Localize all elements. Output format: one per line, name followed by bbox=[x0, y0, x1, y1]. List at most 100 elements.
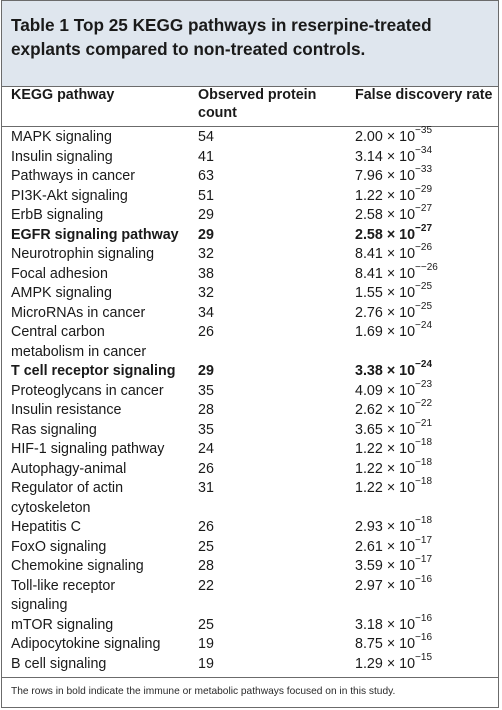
fdr-mantissa: 2.58 bbox=[355, 207, 383, 223]
fdr-exponent: −23 bbox=[415, 378, 433, 390]
fdr-exponent: −18 bbox=[415, 476, 433, 488]
fdr-mantissa: 1.22 bbox=[355, 460, 383, 477]
table-row: Hepatitis C 26 2.93 × 10−18 bbox=[2, 515, 498, 538]
table-row: Proteoglycans in cancer 35 4.09 × 10−23 bbox=[2, 378, 498, 402]
fdr-mantissa: 2.00 bbox=[355, 129, 383, 145]
count-cell: 35 bbox=[198, 382, 214, 399]
table-row: Central carbon metabolism in cancer 26 1.6… bbox=[2, 321, 498, 362]
fdr-cell: 1.29 × 10−15 bbox=[355, 651, 433, 675]
fdr-cell: 8.41 × 10−−26 bbox=[355, 262, 438, 285]
count-cell: 63 bbox=[198, 168, 214, 184]
count-cell: 25 bbox=[198, 616, 214, 633]
fdr-exponent: −25 bbox=[415, 281, 433, 293]
pathway-cell: Proteoglycans in cancer bbox=[11, 382, 164, 399]
pathway-cell: Hepatitis C bbox=[11, 519, 81, 535]
fdr-cell: 2.61 × 10−17 bbox=[355, 535, 432, 558]
fdr-cell: 2.97 × 10−16 bbox=[355, 573, 433, 597]
fdr-cell: 2.58 × 10−27 bbox=[355, 203, 433, 226]
pathway-cell: B cell signaling bbox=[11, 655, 107, 672]
fdr-exponent: −16 bbox=[415, 632, 433, 644]
fdr-base: × 10 bbox=[386, 480, 416, 496]
column-header-pathway: KEGG pathway bbox=[11, 87, 115, 103]
fdr-mantissa: 8.41 bbox=[355, 246, 383, 262]
fdr-exponent: −24 bbox=[415, 359, 433, 371]
fdr-base: × 10 bbox=[386, 636, 416, 652]
pathway-cell: mTOR signaling bbox=[11, 616, 114, 633]
fdr-cell: 3.65 × 10−21 bbox=[355, 417, 433, 441]
fdr-mantissa: 2.97 bbox=[355, 577, 383, 594]
fdr-exponent: −29 bbox=[415, 183, 433, 195]
count-cell: 32 bbox=[198, 246, 214, 262]
fdr-exponent: −18 bbox=[415, 456, 433, 468]
fdr-base: × 10 bbox=[386, 616, 416, 633]
table-row: EGFR signaling pathway 29 2.58 × 10−27 bbox=[2, 223, 498, 246]
fdr-mantissa: 2.93 bbox=[355, 519, 383, 535]
pathway-cell: PI3K-Akt signaling bbox=[11, 187, 128, 204]
fdr-base: × 10 bbox=[386, 655, 416, 672]
table-row: MAPK signaling 54 2.00 × 10−35 bbox=[2, 125, 498, 148]
fdr-mantissa: 8.41 bbox=[355, 265, 383, 282]
table-row: FoxO signaling 25 2.61 × 10−17 bbox=[2, 535, 498, 558]
pathway-cell: T cell receptor signaling bbox=[11, 363, 176, 379]
pathway-cell: Insulin signaling bbox=[11, 148, 113, 165]
table-row: Autophagy-animal 26 1.22 × 10−18 bbox=[2, 456, 498, 480]
fdr-mantissa: 3.38 bbox=[355, 363, 383, 379]
fdr-mantissa: 1.22 bbox=[355, 441, 383, 457]
count-cell: 25 bbox=[198, 538, 214, 555]
pathway-cell: Ras signaling bbox=[11, 421, 97, 438]
fdr-cell: 8.75 × 10−16 bbox=[355, 632, 433, 655]
fdr-exponent: −18 bbox=[415, 515, 433, 527]
fdr-exponent: −26 bbox=[415, 242, 433, 254]
fdr-cell: 3.14 × 10−34 bbox=[355, 145, 432, 168]
fdr-exponent: −27 bbox=[415, 203, 433, 215]
table-row: Regulator of actin cytoskeleton 31 1.22 × … bbox=[2, 476, 498, 518]
fdr-base: × 10 bbox=[386, 519, 416, 535]
count-cell: 38 bbox=[198, 265, 214, 282]
column-header-fdr: False discovery rate bbox=[355, 87, 493, 103]
fdr-exponent: −35 bbox=[415, 125, 433, 137]
fdr-mantissa: 2.58 bbox=[355, 226, 383, 243]
fdr-base: × 10 bbox=[386, 129, 416, 145]
fdr-mantissa: 1.29 bbox=[355, 655, 383, 672]
fdr-base: × 10 bbox=[386, 304, 416, 321]
count-cell: 28 bbox=[198, 558, 214, 574]
pathway-cell: Insulin resistance bbox=[11, 402, 122, 418]
pathway-cell: Central carbon metabolism in cancer bbox=[11, 324, 147, 360]
pathway-cell: Toll-like receptor signaling bbox=[11, 577, 116, 614]
fdr-cell: 8.41 × 10−26 bbox=[355, 242, 433, 265]
fdr-exponent: −16 bbox=[415, 573, 433, 585]
fdr-exponent: −21 bbox=[415, 417, 433, 429]
fdr-mantissa: 2.61 bbox=[355, 538, 383, 555]
fdr-base: × 10 bbox=[386, 324, 416, 340]
fdr-cell: 2.58 × 10−27 bbox=[355, 223, 432, 246]
count-cell: 51 bbox=[198, 187, 214, 204]
fdr-mantissa: 1.55 bbox=[355, 285, 383, 301]
table-footnote: The rows in bold indicate the immune or … bbox=[11, 686, 396, 697]
count-cell: 29 bbox=[198, 207, 214, 223]
count-cell: 22 bbox=[198, 577, 214, 594]
pathway-cell: FoxO signaling bbox=[11, 538, 107, 555]
fdr-base: × 10 bbox=[386, 402, 416, 418]
fdr-cell: 3.59 × 10−17 bbox=[355, 555, 432, 577]
fdr-base: × 10 bbox=[386, 441, 416, 457]
table-row: Neurotrophin signaling 32 8.41 × 10−26 bbox=[2, 242, 498, 265]
fdr-base: × 10 bbox=[386, 538, 416, 555]
fdr-exponent: −15 bbox=[415, 651, 433, 663]
fdr-base: × 10 bbox=[386, 246, 416, 262]
fdr-base: × 10 bbox=[386, 363, 416, 379]
fdr-exponent: −22 bbox=[415, 398, 433, 410]
table-row: mTOR signaling 25 3.18 × 10−16 bbox=[2, 613, 498, 636]
table-row: Chemokine signaling 28 3.59 × 10−17 bbox=[2, 555, 498, 577]
count-cell: 28 bbox=[198, 402, 214, 418]
table-row: T cell receptor signaling 29 3.38 × 10−24 bbox=[2, 359, 498, 382]
fdr-base: × 10 bbox=[386, 460, 416, 477]
count-cell: 19 bbox=[198, 655, 214, 672]
pathway-cell: Pathways in cancer bbox=[11, 168, 135, 184]
pathway-cell: MicroRNAs in cancer bbox=[11, 304, 146, 321]
count-cell: 24 bbox=[198, 441, 214, 457]
fdr-mantissa: 8.75 bbox=[355, 636, 383, 652]
fdr-cell: 1.22 × 10−18 bbox=[355, 438, 432, 460]
fdr-mantissa: 1.22 bbox=[355, 187, 383, 204]
fdr-base: × 10 bbox=[386, 382, 416, 399]
column-header-count: Observed protein count bbox=[198, 87, 317, 121]
